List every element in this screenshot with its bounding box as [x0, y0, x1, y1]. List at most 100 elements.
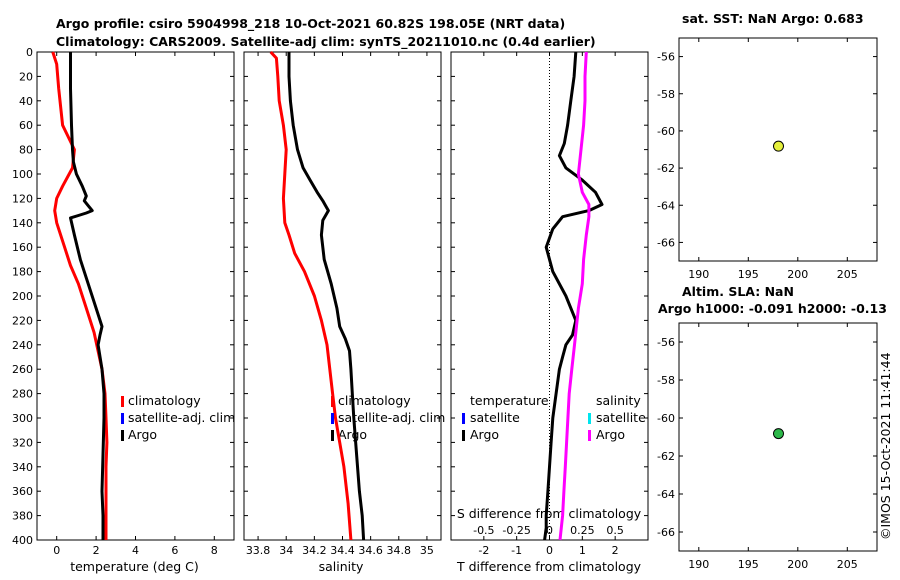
salinity-legend-climatology: climatology — [338, 393, 411, 408]
s-diff-tick-label: 0.25 — [570, 524, 595, 537]
temperature-xtick-label: 2 — [93, 544, 100, 557]
depth-tick-label: 320 — [12, 436, 33, 449]
depth-tick-label: 280 — [12, 388, 33, 401]
diff-legend-t-argo-swatch — [462, 430, 465, 441]
temperature-legend-argo-swatch — [121, 430, 124, 441]
sla-map-float-position-point — [772, 428, 784, 440]
depth-tick-label: 100 — [12, 168, 33, 181]
salinity-legend-satellite: satellite-adj. clim — [338, 410, 445, 425]
depth-tick-label: 140 — [12, 217, 33, 230]
difference-xtick-label: 1 — [579, 544, 586, 557]
difference-xtick-label: 0 — [546, 544, 553, 557]
sla-map-ytick-label: -56 — [657, 336, 675, 349]
sst-map-title: sat. SST: NaN Argo: 0.683 — [682, 11, 864, 26]
salinity-xlabel: salinity — [319, 559, 364, 574]
depth-tick-label: 160 — [12, 241, 33, 254]
difference-panel: T difference from climatology S differen… — [450, 51, 649, 574]
t-diff-xlabel: T difference from climatology — [456, 559, 642, 574]
salinity-xtick-label: 34.4 — [330, 544, 355, 557]
difference-temperature-argo-line — [543, 51, 604, 541]
difference-salinity-argo-line — [558, 51, 591, 541]
depth-tick-label: 400 — [12, 534, 33, 547]
diff-legend-t-satellite: satellite — [470, 410, 520, 425]
diff-legend-t-satellite-swatch — [462, 413, 465, 424]
depth-tick-label: 340 — [12, 461, 33, 474]
depth-tick-label: 200 — [12, 290, 33, 303]
diff-legend-s-satellite-swatch — [588, 413, 591, 424]
salinity-xtick-label: 34 — [279, 544, 293, 557]
sst-map-ytick-label: -64 — [657, 199, 675, 212]
depth-tick-label: 300 — [12, 412, 33, 425]
sst-map-float-position-point — [772, 140, 784, 152]
temperature-xtick-label: 4 — [132, 544, 139, 557]
sst-map-xtick-label: 190 — [688, 268, 709, 281]
temperature-climatology-line — [51, 51, 109, 540]
salinity-legend-satellite-swatch — [331, 413, 334, 424]
sla-map-title-line1: Altim. SLA: NaN — [682, 284, 794, 299]
salinity-xtick-label: 34.8 — [387, 544, 412, 557]
depth-tick-label: 380 — [12, 510, 33, 523]
depth-tick-label: 120 — [12, 192, 33, 205]
temperature-legend-satellite-swatch — [121, 413, 124, 424]
temperature-axes-box — [36, 51, 235, 541]
sst-map-ytick-label: -58 — [657, 88, 675, 101]
temperature-xtick-label: 8 — [211, 544, 218, 557]
temperature-legend-argo: Argo — [128, 427, 157, 442]
salinity-legend-argo: Argo — [338, 427, 367, 442]
depth-tick-label: 240 — [12, 339, 33, 352]
depth-tick-label: 80 — [19, 144, 33, 157]
figure-title-line1: Argo profile: csiro 5904998_218 10-Oct-2… — [56, 16, 565, 32]
sla-map-ytick-label: -62 — [657, 450, 675, 463]
temperature-argo-line — [69, 52, 106, 540]
depth-tick-label: 220 — [12, 314, 33, 327]
depth-tick-label: 180 — [12, 266, 33, 279]
temperature-xtick-label: 0 — [53, 544, 60, 557]
depth-tick-label: 40 — [19, 95, 33, 108]
temperature-legend-climatology-swatch — [121, 396, 124, 407]
sst-map-ytick-label: -66 — [657, 236, 675, 249]
diff-legend-temperature: temperature — [470, 393, 549, 408]
sla-map-panel: Altim. SLA: NaN Argo h1000: -0.091 h2000… — [657, 284, 887, 571]
temperature-legend-satellite: satellite-adj. clim — [128, 410, 235, 425]
salinity-xtick-label: 33.8 — [246, 544, 271, 557]
figure-title-line2: Climatology: CARS2009. Satellite-adj cli… — [56, 34, 596, 50]
sst-map-panel: sat. SST: NaN Argo: 0.683 -56 -58 -60 -62 -6… — [657, 11, 878, 281]
salinity-xtick-label: 34.6 — [358, 544, 383, 557]
sst-map-xtick-label: 195 — [738, 268, 759, 281]
difference-legend-left: temperature satellite Argo — [470, 393, 549, 442]
depth-tick-label: 260 — [12, 363, 33, 376]
s-diff-tick-label: 0 — [546, 524, 553, 537]
salinity-climatology-line — [269, 50, 353, 541]
depth-tick-label: 360 — [12, 485, 33, 498]
difference-xtick-label: -1 — [511, 544, 522, 557]
temperature-xtick-label: 6 — [171, 544, 178, 557]
temperature-panel: temperature (deg C) climatology satellit… — [12, 46, 235, 574]
sla-map-xtick-label: 190 — [688, 558, 709, 571]
sla-map-ytick-label: -66 — [657, 526, 675, 539]
salinity-legend-climatology-swatch — [331, 396, 334, 407]
temperature-xlabel: temperature (deg C) — [70, 559, 199, 574]
sla-map-ytick-label: -58 — [657, 374, 675, 387]
salinity-legend-argo-swatch — [331, 430, 334, 441]
sla-map-ytick-label: -60 — [657, 412, 675, 425]
sla-map-xtick-label: 205 — [837, 558, 858, 571]
diff-legend-s-satellite: satellite — [596, 410, 646, 425]
depth-tick-label: 60 — [19, 119, 33, 132]
diff-legend-salinity: salinity — [596, 393, 641, 408]
sst-map-ytick-label: -60 — [657, 125, 675, 138]
salinity-xtick-label: 35 — [420, 544, 434, 557]
sst-map-ytick-label: -56 — [657, 51, 675, 64]
temperature-legend-climatology: climatology — [128, 393, 201, 408]
diff-legend-s-argo: Argo — [596, 427, 625, 442]
temperature-legend: climatology satellite-adj. clim Argo — [128, 393, 235, 442]
sst-map-ytick-label: -62 — [657, 162, 675, 175]
sst-map-xtick-label: 200 — [787, 268, 808, 281]
sla-map-title-line2: Argo h1000: -0.091 h2000: -0.13 — [658, 301, 887, 316]
sla-map-xtick-label: 200 — [787, 558, 808, 571]
s-diff-tick-label: -0.25 — [502, 524, 530, 537]
diff-legend-t-argo: Argo — [470, 427, 499, 442]
s-diff-xlabel: S difference from climatology — [457, 506, 642, 521]
imos-timestamp: ©IMOS 15-Oct-2021 11:41:44 — [878, 352, 893, 540]
s-diff-tick-label: 0.5 — [606, 524, 624, 537]
